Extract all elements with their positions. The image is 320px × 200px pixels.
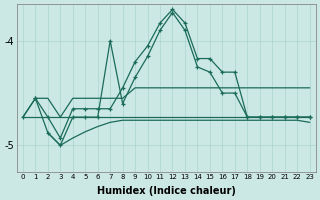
X-axis label: Humidex (Indice chaleur): Humidex (Indice chaleur) <box>97 186 236 196</box>
